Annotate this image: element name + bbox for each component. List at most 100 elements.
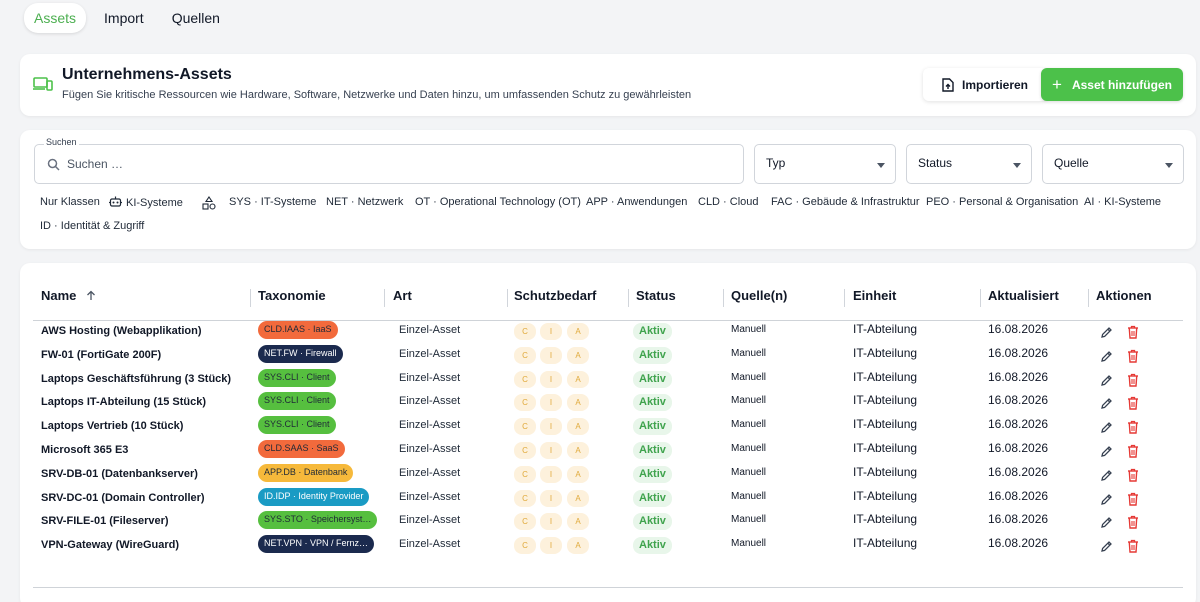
chip-peo[interactable]: PEO · Personal & Organisation <box>926 196 1079 208</box>
column-header-name[interactable]: Name <box>41 288 96 304</box>
asset-type: Einzel-Asset <box>399 371 461 384</box>
protection-need-badge: C <box>514 370 536 388</box>
table-row[interactable]: FW-01 (FortiGate 200F) NET.FW · Firewall E… <box>20 343 1196 367</box>
chevron-down-icon <box>877 163 885 168</box>
trash-icon[interactable] <box>1127 349 1139 368</box>
table-row[interactable]: SRV-FILE-01 (Fileserver) SYS.STO · Speich… <box>20 509 1196 533</box>
trash-icon[interactable] <box>1127 492 1139 511</box>
unit-text: IT-Abteilung <box>853 441 918 455</box>
trash-icon[interactable] <box>1127 396 1139 415</box>
pencil-icon[interactable] <box>1100 326 1113 344</box>
source-text: Manuell <box>731 514 767 526</box>
table-row[interactable]: Laptops Vertrieb (10 Stück) SYS.CLI · Cli… <box>20 414 1196 438</box>
unit-text: IT-Abteilung <box>853 393 918 408</box>
column-header-status[interactable]: Status <box>636 288 676 303</box>
plus-icon: + <box>1052 75 1062 94</box>
source-select[interactable]: Quelle <box>1042 144 1184 184</box>
search-field[interactable] <box>34 144 744 184</box>
table-row[interactable]: Microsoft 365 E3 CLD.SAAS · SaaS Einzel-As… <box>20 438 1196 462</box>
add-asset-button[interactable]: + Asset hinzufügen <box>1041 68 1183 101</box>
pencil-icon[interactable] <box>1100 493 1113 511</box>
chip-app[interactable]: APP · Anwendungen <box>586 196 688 208</box>
updated-date: 16.08.2026 <box>988 512 1049 527</box>
column-header-taxonomie[interactable]: Taxonomie <box>258 288 326 303</box>
pencil-icon[interactable] <box>1100 516 1113 534</box>
table-row[interactable]: Laptops IT-Abteilung (15 Stück) SYS.CLI ·… <box>20 390 1196 414</box>
taxonomy-badge: ID.IDP · Identity Provider <box>258 487 370 506</box>
unit-text: IT-Abteilung <box>853 464 918 479</box>
table-row[interactable]: AWS Hosting (Webapplikation) CLD.IAAS · I… <box>20 319 1196 343</box>
asset-name: Laptops Vertrieb (10 Stück) <box>41 420 184 433</box>
tab-import[interactable]: Import <box>104 10 144 26</box>
table-row[interactable]: Laptops Geschäftsführung (3 Stück) SYS.CL… <box>20 367 1196 391</box>
pencil-icon[interactable] <box>1100 397 1113 415</box>
trash-icon[interactable] <box>1127 539 1139 558</box>
trash-icon[interactable] <box>1127 373 1139 392</box>
column-divider <box>628 289 629 307</box>
asset-type: Einzel-Asset <box>399 538 461 551</box>
source-text: Manuell <box>731 395 767 407</box>
taxonomy-badge: SYS.CLI · Client <box>258 392 336 411</box>
protection-need-badge: C <box>514 418 536 436</box>
trash-icon[interactable] <box>1127 420 1139 439</box>
column-header-aktualisiert[interactable]: Aktualisiert <box>988 288 1059 303</box>
asset-name: Laptops IT-Abteilung (15 Stück) <box>41 396 207 409</box>
chip-cld[interactable]: CLD · Cloud <box>698 196 759 208</box>
type-select[interactable]: Typ <box>754 144 896 184</box>
protection-need-badge: A <box>567 513 589 531</box>
import-button[interactable]: Importieren <box>923 68 1047 101</box>
chip-fac[interactable]: FAC · Gebäude & Infrastruktur <box>771 196 920 208</box>
pencil-icon[interactable] <box>1100 350 1113 368</box>
search-icon <box>47 158 60 176</box>
updated-date: 16.08.2026 <box>988 345 1049 360</box>
table-row[interactable]: SRV-DC-01 (Domain Controller) ID.IDP · Id… <box>20 486 1196 510</box>
protection-need-badge: A <box>567 370 589 388</box>
arrow-up-icon <box>86 289 96 304</box>
chip-ki-systeme[interactable]: KI-Systeme <box>109 196 183 211</box>
asset-name: FW-01 (FortiGate 200F) <box>41 348 162 361</box>
trash-icon[interactable] <box>1127 444 1139 463</box>
status-badge: Aktiv <box>633 323 672 340</box>
trash-icon[interactable] <box>1127 325 1139 344</box>
status-badge: Aktiv <box>633 346 672 364</box>
asset-name: VPN-Gateway (WireGuard) <box>41 539 180 552</box>
trash-icon[interactable] <box>1127 515 1139 534</box>
updated-date: 16.08.2026 <box>988 417 1049 432</box>
column-divider <box>844 289 845 307</box>
chip-ai[interactable]: AI · KI-Systeme <box>1084 196 1162 208</box>
protection-need-badge: I <box>540 346 562 364</box>
table-bottom-divider <box>33 587 1183 588</box>
chip-id[interactable]: ID · Identität & Zugriff <box>40 220 145 232</box>
chip-net[interactable]: NET · Netzwerk <box>326 196 404 208</box>
chip-ot[interactable]: OT · Operational Technology (OT) <box>415 196 581 208</box>
column-header-schutzbedarf[interactable]: Schutzbedarf <box>514 288 597 303</box>
column-header-art[interactable]: Art <box>393 288 412 303</box>
chip-sys[interactable]: SYS · IT-Systeme <box>229 196 317 208</box>
column-divider <box>507 289 508 307</box>
table-row[interactable]: VPN-Gateway (WireGuard) NET.VPN · VPN / F… <box>20 533 1196 557</box>
pencil-icon[interactable] <box>1100 421 1113 439</box>
source-select-label: Quelle <box>1054 156 1089 170</box>
updated-date: 16.08.2026 <box>988 322 1049 336</box>
tab-quellen[interactable]: Quellen <box>171 10 220 26</box>
protection-need-badge: A <box>567 537 589 555</box>
taxonomy-badge: SYS.CLI · Client <box>258 416 336 435</box>
pencil-icon[interactable] <box>1100 469 1113 487</box>
source-text: Manuell <box>731 419 767 431</box>
source-text: Manuell <box>731 490 767 502</box>
protection-need-badge: I <box>540 394 562 412</box>
pencil-icon[interactable] <box>1100 374 1113 392</box>
pencil-icon[interactable] <box>1100 445 1113 463</box>
column-header-einheit[interactable]: Einheit <box>853 288 897 303</box>
trash-icon[interactable] <box>1127 468 1139 487</box>
status-select[interactable]: Status <box>906 144 1032 184</box>
pencil-icon[interactable] <box>1100 540 1113 558</box>
column-header-quellen[interactable]: Quelle(n) <box>731 288 788 303</box>
chip-only-classes[interactable]: Nur Klassen <box>40 196 100 208</box>
asset-type: Einzel-Asset <box>399 347 461 360</box>
column-divider <box>250 289 251 307</box>
table-row[interactable]: SRV-DB-01 (Datenbankserver) APP.DB · Date… <box>20 462 1196 486</box>
search-input[interactable] <box>67 154 727 174</box>
tab-assets[interactable]: Assets <box>24 3 87 33</box>
chip-all-classes[interactable] <box>202 196 220 213</box>
